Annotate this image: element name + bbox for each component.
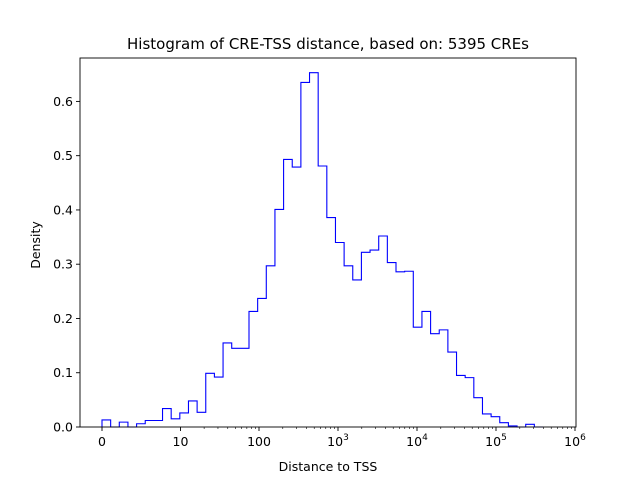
y-tick-label: 0.0 bbox=[53, 420, 73, 435]
y-tick-label: 0.3 bbox=[53, 257, 73, 272]
x-tick-label: 10 bbox=[173, 434, 189, 449]
chart-title: Histogram of CRE-TSS distance, based on:… bbox=[127, 35, 529, 53]
x-tick-label: 100 bbox=[247, 434, 271, 449]
x-tick-label: 104 bbox=[406, 433, 428, 449]
y-axis-label: Density bbox=[28, 221, 43, 269]
x-axis-label: Distance to TSS bbox=[279, 459, 378, 474]
y-tick-label: 0.5 bbox=[53, 148, 73, 163]
plot-area: 0.0 0.1 0.2 0.3 0.4 0.5 0.6 0 10 100 103 104 105 106 bbox=[53, 57, 586, 449]
x-tick-label: 0 bbox=[98, 434, 106, 449]
y-tick-label: 0.6 bbox=[53, 94, 73, 109]
y-tick-label: 0.1 bbox=[53, 365, 73, 380]
x-tick-label: 103 bbox=[327, 433, 349, 449]
y-tick-label: 0.4 bbox=[53, 202, 73, 217]
histogram-step-line bbox=[101, 72, 543, 428]
y-tick-label: 0.2 bbox=[53, 311, 73, 326]
x-tick-label: 106 bbox=[564, 433, 586, 449]
x-tick-label: 105 bbox=[485, 433, 507, 449]
plot-frame bbox=[79, 57, 577, 428]
